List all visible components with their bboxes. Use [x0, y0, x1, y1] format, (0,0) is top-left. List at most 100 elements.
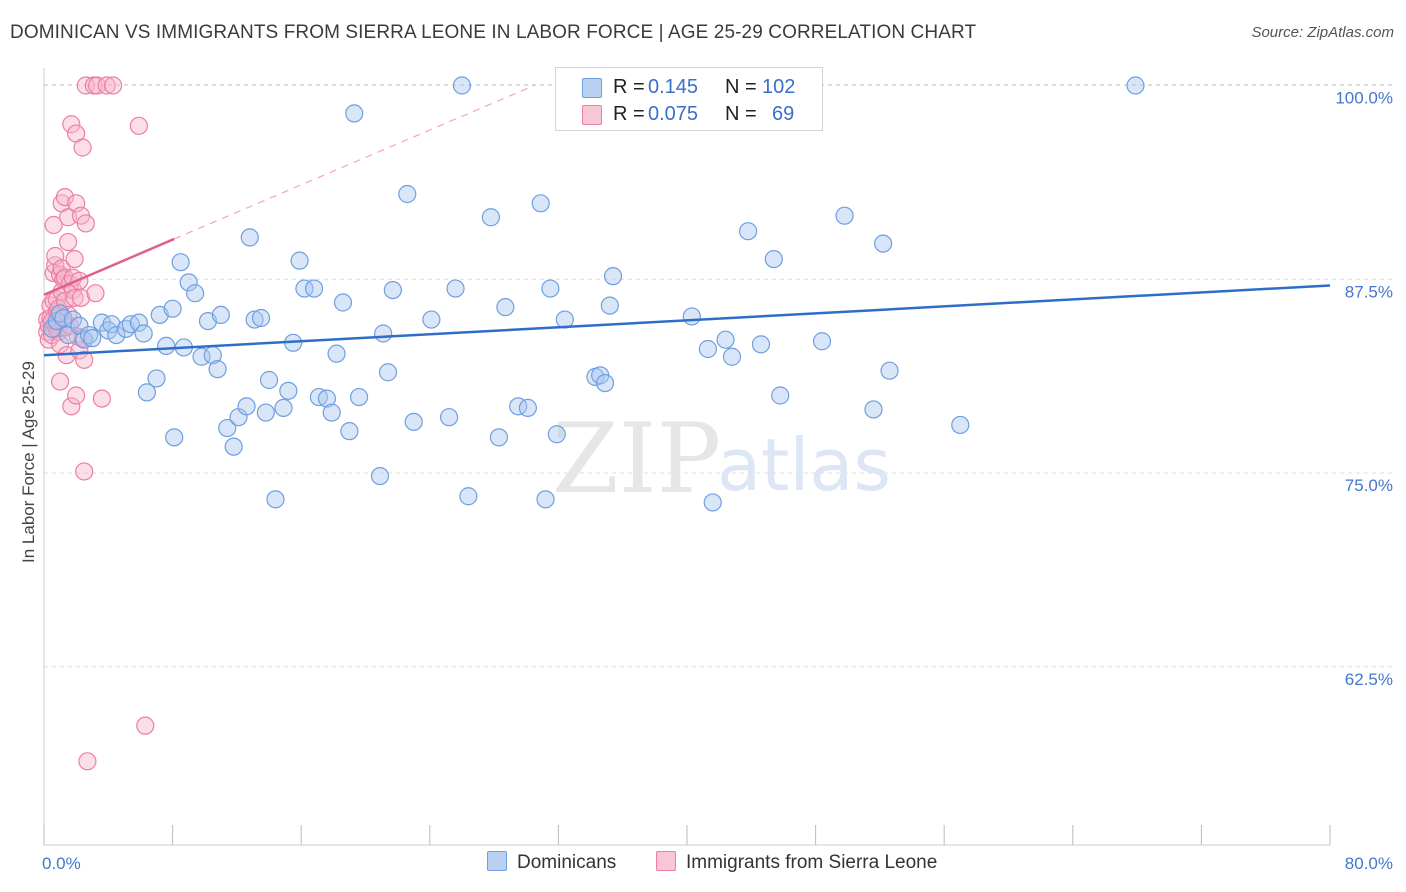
data-point-dominicans — [1126, 76, 1145, 95]
data-point-dominicans — [345, 104, 364, 123]
bottom-legend-sierra-leone: Immigrants from Sierra Leone — [656, 851, 937, 877]
data-point-sierra-leone — [86, 284, 105, 303]
data-point-dominicans — [240, 228, 259, 247]
data-point-sierra-leone — [62, 115, 81, 134]
data-point-dominicans — [157, 336, 176, 355]
legend-n-value: 69 — [772, 103, 795, 125]
data-point-dominicans — [163, 299, 182, 318]
data-point-dominicans — [378, 363, 398, 382]
data-point-dominicans — [722, 347, 742, 366]
data-point-sierra-leone — [76, 214, 95, 233]
x-tick-label: 0.0% — [42, 854, 81, 873]
data-point-dominicans — [179, 273, 198, 292]
bottom-legend-swatch-pink — [656, 851, 676, 871]
data-point-sierra-leone — [59, 232, 78, 252]
data-point-sierra-leone — [65, 288, 84, 307]
data-point-dominicans — [245, 310, 264, 329]
data-point-sierra-leone — [75, 350, 94, 369]
data-point-dominicans — [259, 370, 279, 390]
data-point-dominicans — [317, 389, 337, 408]
data-point-sierra-leone — [73, 138, 92, 157]
data-point-dominicans — [290, 251, 309, 270]
data-point-dominicans — [835, 206, 854, 225]
data-point-dominicans — [771, 386, 790, 405]
data-point-sierra-leone — [67, 386, 86, 405]
data-point-dominicans — [186, 284, 205, 303]
x-tick-label: 80.0% — [1345, 854, 1393, 873]
data-point-dominicans — [370, 467, 390, 486]
data-point-dominicans — [738, 222, 758, 241]
data-point-dominicans — [603, 267, 623, 286]
data-point-dominicans — [698, 339, 717, 359]
source-label: Source: ZipAtlas.com — [1251, 24, 1394, 41]
data-point-sierra-leone — [129, 116, 148, 135]
trend-line-dominicans — [43, 284, 1331, 357]
data-point-sierra-leone — [97, 76, 116, 95]
legend-n-label: N = — [725, 103, 757, 125]
data-point-sierra-leone — [71, 288, 91, 307]
data-point-dominicans — [703, 493, 722, 512]
data-point-dominicans — [751, 335, 771, 354]
data-point-dominicans — [333, 293, 353, 312]
data-point-sierra-leone — [92, 389, 111, 408]
data-point-dominicans — [383, 281, 402, 300]
chart-title: DOMINICAN VS IMMIGRANTS FROM SIERRA LEON… — [10, 22, 977, 43]
bottom-legend-label: Immigrants from Sierra Leone — [686, 852, 938, 873]
data-point-dominicans — [70, 316, 89, 335]
legend-r-label: R = — [613, 76, 645, 98]
data-point-dominicans — [102, 315, 121, 334]
data-point-dominicans — [211, 305, 230, 324]
data-point-dominicans — [404, 412, 423, 431]
data-point-dominicans — [452, 76, 472, 95]
data-point-dominicans — [531, 194, 550, 213]
data-point-dominicans — [349, 387, 369, 407]
watermark-zip: ZIP — [552, 403, 721, 515]
watermark: ZIP atlas — [552, 403, 891, 515]
legend-swatch-blue — [582, 78, 602, 98]
data-point-dominicans — [279, 381, 298, 400]
trend-line-sierra-leone — [43, 237, 175, 296]
data-point-dominicans — [446, 279, 465, 298]
data-point-dominicans — [764, 250, 783, 269]
data-point-dominicans — [439, 408, 459, 427]
data-point-dominicans — [422, 310, 441, 329]
data-point-dominicans — [374, 324, 393, 343]
data-point-dominicans — [256, 403, 275, 422]
data-point-dominicans — [518, 398, 537, 417]
legend-n-value: 102 — [762, 76, 796, 98]
data-point-dominicans — [812, 332, 832, 351]
data-point-dominicans — [880, 361, 899, 380]
data-point-dominicans — [327, 344, 346, 363]
data-point-dominicans — [459, 487, 478, 506]
data-point-dominicans — [481, 208, 500, 227]
data-point-dominicans — [716, 330, 735, 349]
legend-r-value: 0.075 — [648, 103, 699, 125]
legend-r-value: 0.145 — [648, 76, 699, 98]
data-point-dominicans — [251, 308, 271, 328]
bottom-legend-dominicans: Dominicans — [487, 851, 616, 877]
trend-lines — [43, 84, 1331, 357]
axes — [43, 68, 1331, 846]
data-point-sierra-leone — [55, 188, 74, 207]
data-point-dominicans — [137, 383, 156, 402]
data-point-dominicans — [951, 415, 970, 435]
data-point-dominicans — [266, 490, 285, 509]
data-point-dominicans — [208, 360, 227, 379]
data-point-sierra-leone — [44, 215, 63, 235]
legend-n-label: N = — [725, 76, 757, 98]
legend-row-dominicans: R = 0.145 N = 102 — [556, 74, 822, 100]
data-point-dominicans — [165, 428, 184, 447]
data-point-sierra-leone — [78, 752, 97, 771]
data-point-dominicans — [496, 298, 515, 317]
legend-swatch-pink — [582, 105, 602, 125]
bottom-legend-label: Dominicans — [517, 852, 617, 873]
bottom-legend-swatch-blue — [487, 851, 507, 871]
series-dominicans-points — [42, 76, 1145, 512]
y-tick-label: 100.0% — [1335, 89, 1393, 108]
data-point-dominicans — [304, 279, 324, 298]
data-point-dominicans — [295, 279, 314, 298]
data-point-dominicans — [129, 313, 148, 332]
data-point-sierra-leone — [136, 716, 155, 735]
data-point-dominicans — [218, 418, 237, 438]
